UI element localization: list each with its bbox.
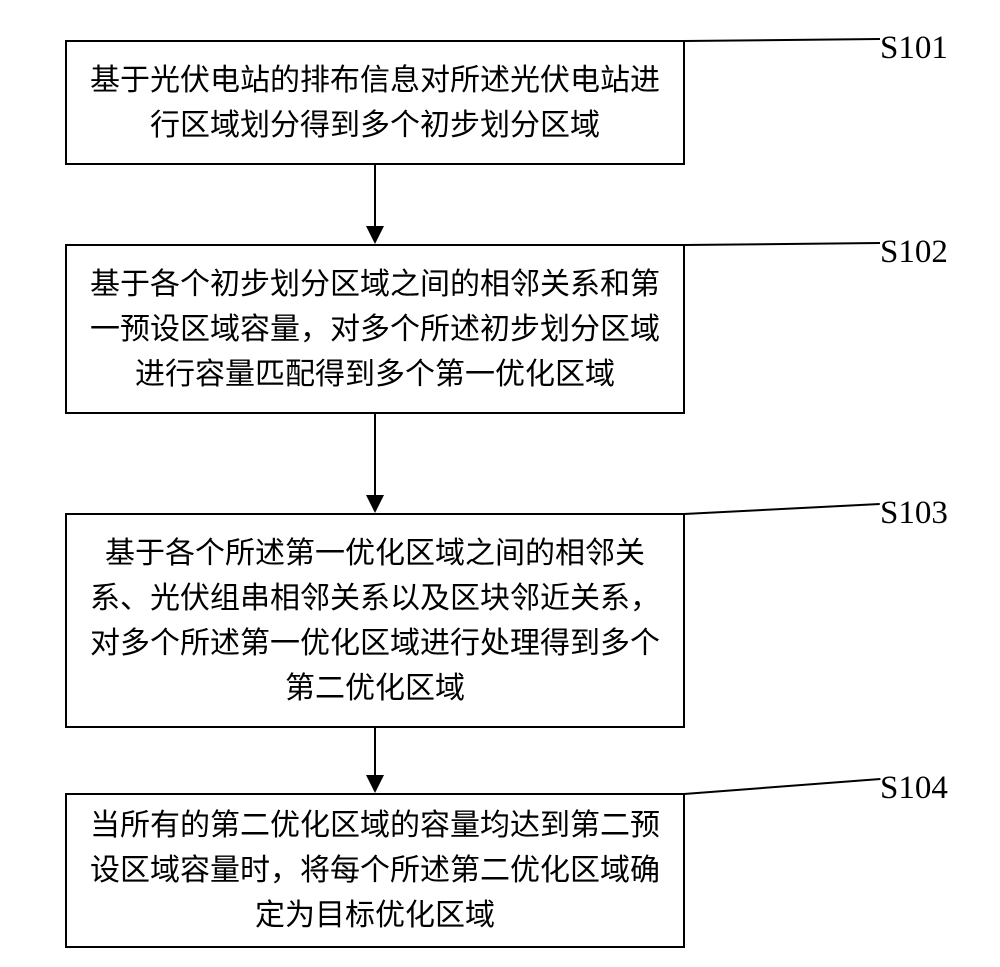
arrow-head-icon [366, 495, 384, 513]
leader-line [684, 503, 880, 515]
arrow-line [374, 728, 376, 775]
arrow-line [374, 414, 376, 495]
flow-step-text: 基于光伏电站的排布信息对所述光伏电站进行区域划分得到多个初步划分区域 [87, 58, 663, 148]
flow-step-box: 当所有的第二优化区域的容量均达到第二预设区域容量时，将每个所述第二优化区域确定为… [65, 793, 685, 948]
arrow-line [374, 165, 376, 226]
leader-line [684, 38, 880, 42]
flow-step-box: 基于各个初步划分区域之间的相邻关系和第一预设区域容量，对多个所述初步划分区域进行… [65, 244, 685, 414]
flow-step-box: 基于各个所述第一优化区域之间的相邻关系、光伏组串相邻关系以及区块邻近关系，对多个… [65, 513, 685, 728]
flow-step-text: 基于各个所述第一优化区域之间的相邻关系、光伏组串相邻关系以及区块邻近关系，对多个… [87, 531, 663, 711]
flow-step-text: 当所有的第二优化区域的容量均达到第二预设区域容量时，将每个所述第二优化区域确定为… [87, 803, 663, 938]
flow-step-label: S104 [880, 770, 948, 807]
flowchart-canvas: 基于光伏电站的排布信息对所述光伏电站进行区域划分得到多个初步划分区域 S101 基于… [0, 0, 1000, 967]
leader-line [684, 242, 880, 246]
flow-step-label: S102 [880, 234, 948, 271]
arrow-head-icon [366, 226, 384, 244]
flow-step-text: 基于各个初步划分区域之间的相邻关系和第一预设区域容量，对多个所述初步划分区域进行… [87, 262, 663, 397]
flow-step-label: S103 [880, 495, 948, 532]
flow-step-box: 基于光伏电站的排布信息对所述光伏电站进行区域划分得到多个初步划分区域 [65, 40, 685, 165]
leader-line [684, 778, 880, 795]
flow-step-label: S101 [880, 30, 948, 67]
arrow-head-icon [366, 775, 384, 793]
